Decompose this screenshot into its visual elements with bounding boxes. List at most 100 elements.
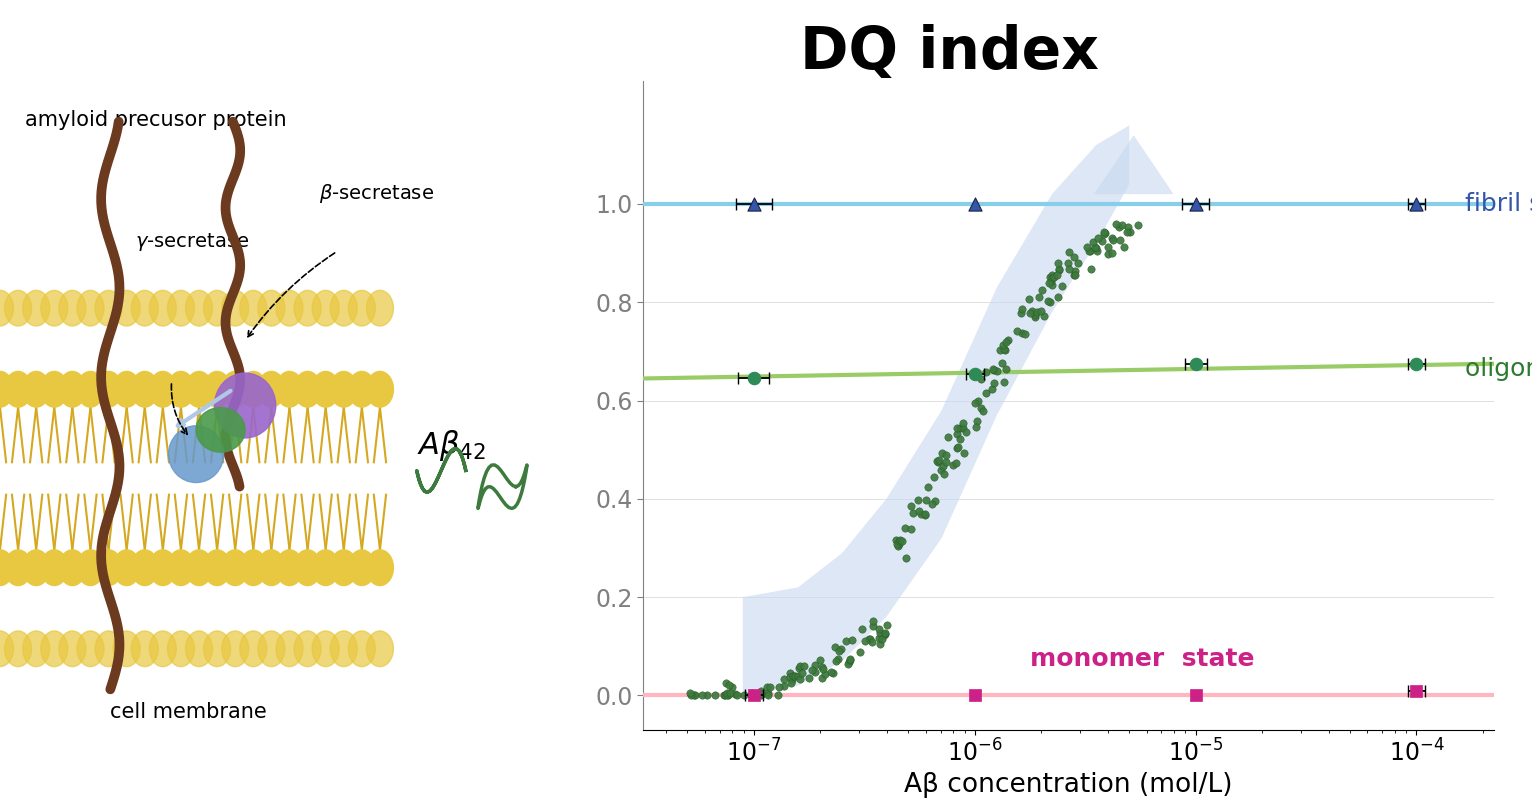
Point xyxy=(1062,268,1086,281)
Circle shape xyxy=(58,631,86,667)
Point xyxy=(677,687,702,700)
Circle shape xyxy=(23,631,49,667)
Point xyxy=(982,363,1007,376)
Point xyxy=(936,431,961,444)
Point xyxy=(962,689,987,702)
Circle shape xyxy=(41,290,67,326)
Circle shape xyxy=(366,550,394,586)
Point xyxy=(766,680,791,693)
Point xyxy=(1023,311,1048,324)
Circle shape xyxy=(149,371,176,407)
Point xyxy=(723,687,748,700)
Circle shape xyxy=(204,290,231,326)
Polygon shape xyxy=(1094,135,1174,194)
Circle shape xyxy=(331,550,357,586)
Point xyxy=(893,551,918,564)
Point xyxy=(1017,307,1042,320)
Circle shape xyxy=(41,550,67,586)
Point xyxy=(1106,221,1131,234)
Point xyxy=(945,427,970,440)
Point xyxy=(1083,241,1108,254)
Point xyxy=(792,659,817,672)
Point xyxy=(945,441,970,454)
Point xyxy=(749,687,774,700)
Point xyxy=(870,632,895,645)
Circle shape xyxy=(276,371,303,407)
Point xyxy=(916,481,941,494)
Point xyxy=(988,344,1013,357)
Circle shape xyxy=(77,550,104,586)
Point xyxy=(715,689,740,702)
Point xyxy=(873,627,898,640)
Point xyxy=(867,626,892,639)
Point xyxy=(979,383,1003,396)
Circle shape xyxy=(276,631,303,667)
Circle shape xyxy=(294,371,322,407)
Circle shape xyxy=(222,371,248,407)
Text: $\gamma$-secretase: $\gamma$-secretase xyxy=(135,231,250,253)
Circle shape xyxy=(313,631,339,667)
Point xyxy=(1031,309,1056,322)
Point xyxy=(786,669,810,682)
Point xyxy=(772,673,797,686)
Circle shape xyxy=(113,290,139,326)
Point xyxy=(991,375,1016,388)
Point xyxy=(766,689,791,702)
Point xyxy=(994,363,1019,375)
Point xyxy=(861,615,885,628)
Circle shape xyxy=(132,631,158,667)
Point xyxy=(1010,307,1034,320)
Point xyxy=(755,689,780,702)
Circle shape xyxy=(149,631,176,667)
Text: oligomer  state: oligomer state xyxy=(1465,357,1532,380)
Point xyxy=(741,689,766,702)
Point xyxy=(849,646,873,659)
Point xyxy=(930,446,954,459)
Point xyxy=(1023,309,1048,322)
Point xyxy=(717,678,741,691)
Text: DQ index: DQ index xyxy=(800,24,1100,81)
Point xyxy=(1079,263,1103,276)
Point xyxy=(915,493,939,506)
Point xyxy=(859,636,884,649)
Point xyxy=(1117,225,1141,238)
Circle shape xyxy=(113,371,139,407)
Point xyxy=(1056,263,1080,276)
Point xyxy=(791,667,815,680)
Point xyxy=(1115,226,1140,239)
Point xyxy=(717,687,741,700)
Point xyxy=(758,680,783,693)
Point xyxy=(933,448,958,461)
Point xyxy=(991,338,1016,351)
Point xyxy=(885,540,910,553)
Circle shape xyxy=(313,550,339,586)
Circle shape xyxy=(294,631,322,667)
Point xyxy=(827,645,852,658)
Point xyxy=(945,441,970,454)
Circle shape xyxy=(257,290,285,326)
Point xyxy=(715,689,740,702)
Point xyxy=(1017,292,1042,305)
Point xyxy=(1019,305,1043,318)
Point xyxy=(962,367,987,380)
Point xyxy=(738,689,763,702)
Point xyxy=(741,198,766,211)
Point xyxy=(967,394,991,407)
Ellipse shape xyxy=(169,426,224,483)
Circle shape xyxy=(23,371,49,407)
Point xyxy=(840,633,864,646)
Circle shape xyxy=(294,550,322,586)
Point xyxy=(962,198,987,211)
Point xyxy=(993,343,1017,356)
Circle shape xyxy=(257,631,285,667)
Point xyxy=(803,665,827,678)
Point xyxy=(850,623,875,636)
Circle shape xyxy=(331,371,357,407)
Point xyxy=(962,397,987,410)
Point xyxy=(1092,227,1117,240)
Circle shape xyxy=(77,371,104,407)
Circle shape xyxy=(95,550,123,586)
Circle shape xyxy=(294,290,322,326)
Point xyxy=(953,446,977,459)
Circle shape xyxy=(348,550,375,586)
